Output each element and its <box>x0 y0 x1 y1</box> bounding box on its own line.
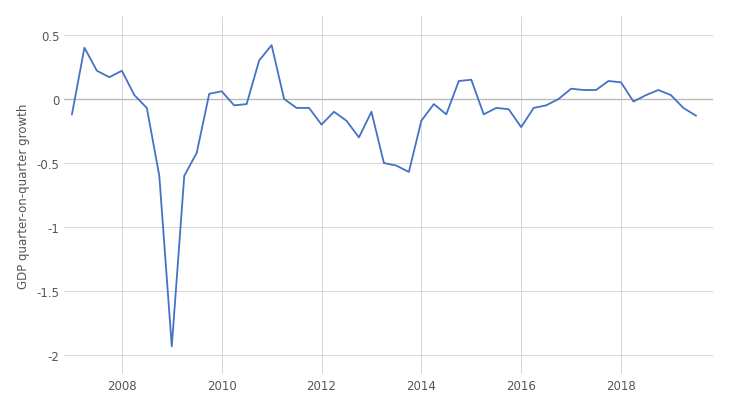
Y-axis label: GDP quarter-on-quarter growth: GDP quarter-on-quarter growth <box>17 103 30 288</box>
